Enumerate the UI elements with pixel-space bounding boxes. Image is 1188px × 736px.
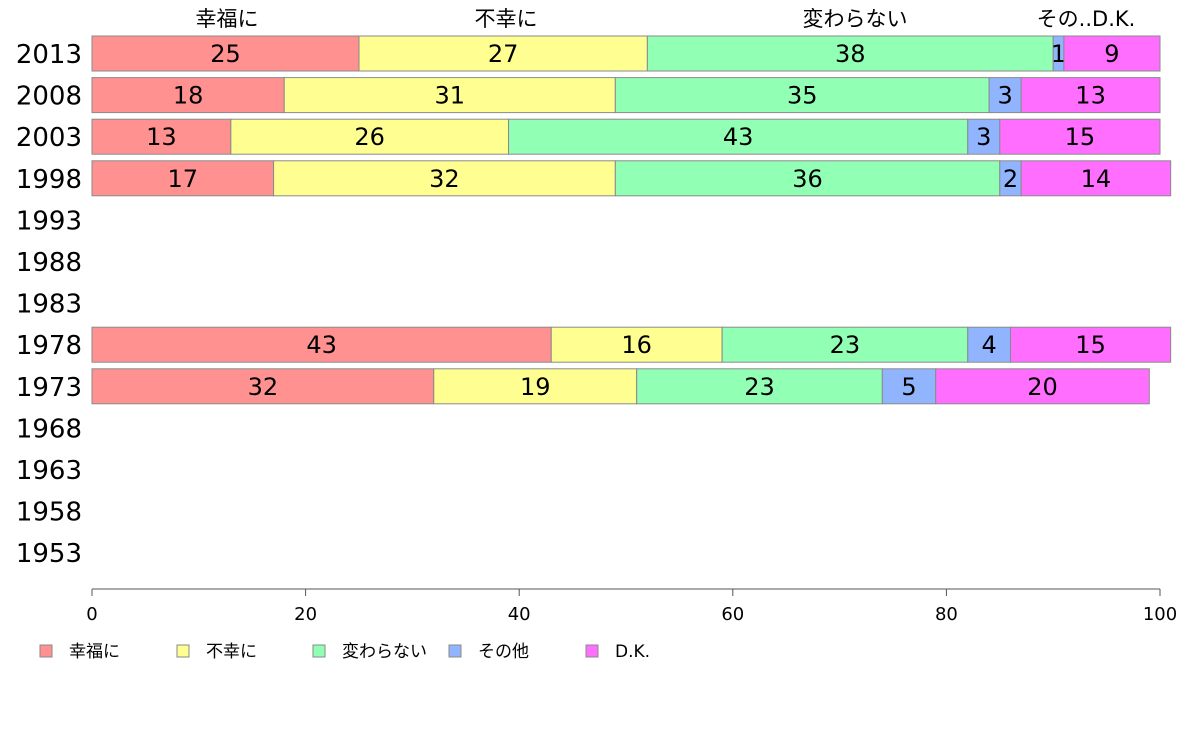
x-tick-label-100: 100: [1143, 604, 1177, 625]
x-tick-label-20: 20: [294, 604, 317, 625]
bar-1978-series-3: [967, 326, 1011, 363]
bar-2008-series-2: [614, 77, 990, 114]
bar-value-label-2003-series-2: 43: [723, 123, 754, 151]
bar-2003-series-2: [508, 118, 969, 155]
bar-value-label-2013-series-3: 1: [1051, 40, 1066, 68]
bar-1973-series-1: [433, 368, 638, 405]
bar-value-label-2008-series-2: 35: [787, 82, 818, 110]
year-label-1953: 1953: [16, 539, 82, 569]
legend-swatch-0: [39, 644, 53, 658]
bar-2003-series-4: [999, 118, 1161, 155]
bar-value-label-1998-series-0: 17: [168, 165, 199, 193]
bar-1973-series-2: [636, 368, 883, 405]
bar-2013-series-0: [91, 35, 360, 72]
year-label-1983: 1983: [16, 290, 82, 320]
year-label-2013: 2013: [16, 40, 82, 70]
year-label-1998: 1998: [16, 165, 82, 195]
bar-value-label-1978-series-1: 16: [621, 331, 652, 359]
year-label-2008: 2008: [16, 82, 82, 112]
legend-label-3: その他: [478, 642, 529, 662]
bar-value-label-1973-series-0: 32: [248, 373, 279, 401]
bar-2008-series-4: [1020, 77, 1161, 114]
bar-value-label-2008-series-3: 3: [997, 82, 1012, 110]
bar-1998-series-0: [91, 160, 275, 197]
year-label-1988: 1988: [16, 248, 82, 278]
bar-value-label-1978-series-2: 23: [830, 331, 861, 359]
legend: 幸福に 不幸に 変わらない その他 D.K.: [39, 642, 650, 662]
legend-label-1: 不幸に: [206, 642, 257, 662]
bar-value-label-1973-series-3: 5: [901, 373, 916, 401]
legend-swatch-3: [448, 644, 462, 658]
bar-1998-series-4: [1020, 160, 1172, 197]
bar-value-label-1998-series-4: 14: [1081, 165, 1112, 193]
bar-value-label-2013-series-0: 25: [210, 40, 241, 68]
bar-1998-series-1: [273, 160, 616, 197]
bar-1973-series-4: [935, 368, 1150, 405]
bar-value-label-2003-series-1: 26: [354, 123, 385, 151]
x-tick-label-60: 60: [721, 604, 744, 625]
legend-label-0: 幸福に: [69, 642, 120, 662]
x-tick-label-80: 80: [935, 604, 958, 625]
bar-value-label-1998-series-2: 36: [792, 165, 823, 193]
header-label-happy: 幸福に: [196, 7, 259, 31]
header-label-other-dk: その..D.K.: [1037, 7, 1136, 31]
bar-1978-series-0: [91, 326, 552, 363]
bar-1978-series-2: [721, 326, 969, 363]
bar-value-label-1998-series-3: 2: [1003, 165, 1018, 193]
year-label-1973: 1973: [16, 373, 82, 403]
bar-value-label-2008-series-1: 31: [435, 82, 466, 110]
x-tick-label-40: 40: [508, 604, 531, 625]
legend-swatch-1: [176, 644, 190, 658]
year-label-2003: 2003: [16, 123, 82, 153]
bar-value-label-1978-series-3: 4: [981, 331, 996, 359]
bar-value-label-1978-series-0: 43: [306, 331, 337, 359]
bar-value-label-2013-series-4: 9: [1104, 40, 1119, 68]
bar-value-label-2013-series-1: 27: [488, 40, 519, 68]
legend-label-2: 変わらない: [342, 642, 427, 662]
x-axis: 0 20 40 60 80 100: [86, 588, 1177, 625]
year-label-1958: 1958: [16, 498, 82, 528]
bar-2013-series-4: [1063, 35, 1161, 72]
year-label-1968: 1968: [16, 414, 82, 444]
bar-value-label-2003-series-0: 13: [146, 123, 177, 151]
x-tick-label-0: 0: [86, 604, 97, 625]
bar-value-label-2003-series-3: 3: [976, 123, 991, 151]
legend-label-4: D.K.: [615, 642, 650, 662]
bar-value-label-1998-series-1: 32: [429, 165, 460, 193]
bar-2013-series-2: [646, 35, 1054, 72]
bar-1998-series-2: [614, 160, 1001, 197]
bar-value-label-1973-series-4: 20: [1027, 373, 1058, 401]
bar-2003-series-3: [967, 118, 1001, 155]
legend-swatch-4: [585, 644, 599, 658]
bar-value-label-2008-series-0: 18: [173, 82, 204, 110]
bar-1978-series-1: [550, 326, 723, 363]
bar-2008-series-1: [283, 77, 616, 114]
bar-value-label-2003-series-4: 15: [1065, 123, 1096, 151]
header-label-unchanged: 変わらない: [803, 7, 908, 31]
bar-value-label-2013-series-2: 38: [835, 40, 866, 68]
bar-2008-series-0: [91, 77, 285, 114]
year-label-1978: 1978: [16, 331, 82, 361]
legend-swatch-2: [312, 644, 326, 658]
year-label-1963: 1963: [16, 456, 82, 486]
bar-2008-series-3: [988, 77, 1022, 114]
bar-2013-series-1: [358, 35, 648, 72]
bar-2003-series-1: [230, 118, 510, 155]
year-label-1993: 1993: [16, 206, 82, 236]
bar-1978-series-4: [1009, 326, 1172, 363]
bar-value-label-1973-series-2: 23: [744, 373, 775, 401]
bar-value-label-1978-series-4: 15: [1075, 331, 1106, 359]
year-labels: 2013 2008 2003 1998 1993 1988 1983 1978 1973 1968…: [16, 40, 82, 569]
bar-value-label-1973-series-1: 19: [520, 373, 551, 401]
bar-value-label-2008-series-4: 13: [1075, 82, 1106, 110]
header-label-unhappy: 不幸に: [475, 7, 538, 31]
column-headers: 幸福に 不幸に 変わらない その..D.K.: [196, 7, 1136, 31]
